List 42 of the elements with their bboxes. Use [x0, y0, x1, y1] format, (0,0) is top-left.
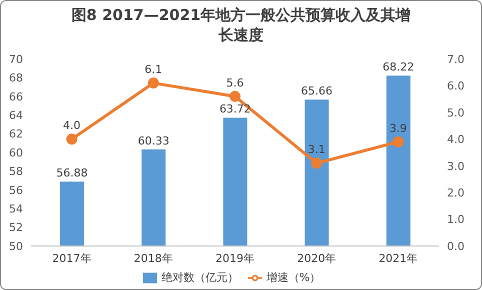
point	[311, 158, 322, 169]
y-tick-label: 54	[9, 202, 23, 216]
data-label: 4.0	[63, 119, 81, 132]
data-label: 60.33	[138, 134, 170, 148]
y2-tick-label: 5.0	[447, 106, 464, 120]
y2-tick-label: 6.0	[447, 80, 464, 93]
data-label: 68.22	[382, 60, 414, 74]
point	[230, 90, 240, 102]
y-tick-label: 66	[9, 90, 23, 104]
y-tick-label: 64	[9, 109, 23, 122]
chart-title: 图8 2017—2021年地方一般公共预算收入及其增长速度	[70, 5, 412, 45]
y2-tick-label: 2.0	[447, 186, 464, 200]
y2-tick-label: 3.0	[447, 160, 464, 173]
y2-tick-label: 7.0	[447, 52, 464, 66]
y-tick-label: 70	[9, 52, 23, 66]
point	[148, 78, 159, 89]
data-label: 3.9	[389, 122, 407, 135]
data-label: 65.66	[301, 84, 333, 98]
legend-label: 增速（%）	[266, 271, 321, 284]
x-tick-label: 2019年	[216, 252, 254, 265]
y-tick-label: 60	[9, 146, 23, 160]
y-tick-label: 56	[9, 184, 23, 197]
data-label: 6.1	[144, 63, 162, 76]
y-tick-label: 68	[9, 72, 23, 85]
y-tick-label: 62	[9, 128, 23, 141]
data-label: 5.6	[226, 76, 244, 90]
y2-tick-label: 0.0	[447, 240, 464, 253]
y-tick-label: 50	[9, 240, 23, 253]
x-tick-label: 2020年	[297, 252, 336, 265]
data-label: 3.1	[308, 143, 326, 156]
data-label: 63.72	[219, 102, 251, 116]
y-tick-label: 58	[9, 165, 23, 178]
legend-label: 绝对数（亿元）	[161, 271, 238, 284]
point	[392, 136, 404, 148]
y2-tick-label: 1.0	[447, 213, 464, 226]
x-tick-label: 2021年	[378, 252, 418, 265]
point	[66, 134, 78, 145]
x-tick-label: 2017年	[52, 252, 92, 265]
data-label: 56.88	[56, 166, 88, 180]
y-tick-label: 52	[9, 221, 23, 234]
y2-tick-label: 4.0	[447, 133, 464, 146]
x-tick-label: 2018年	[134, 252, 173, 265]
